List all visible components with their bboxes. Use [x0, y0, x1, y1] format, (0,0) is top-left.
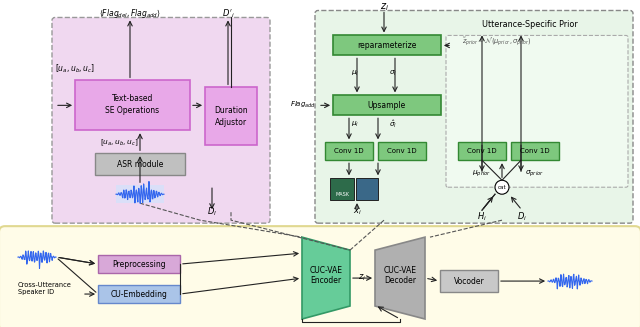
Text: $\sigma_i$: $\sigma_i$ — [389, 69, 397, 78]
Text: SE Operations: SE Operations — [106, 106, 159, 115]
Text: Preprocessing: Preprocessing — [112, 260, 166, 268]
Text: Adjustor: Adjustor — [215, 118, 247, 127]
Text: $z_i$: $z_i$ — [358, 273, 366, 283]
Text: $\mu_i$: $\mu_i$ — [351, 69, 359, 78]
Text: $\sigma_{prior}$: $\sigma_{prior}$ — [525, 169, 545, 180]
Text: CUC-VAE: CUC-VAE — [310, 266, 342, 275]
Text: CU-Embedding: CU-Embedding — [111, 289, 168, 299]
Polygon shape — [302, 237, 350, 319]
Bar — [458, 142, 506, 160]
Bar — [330, 178, 354, 200]
Text: $\mu_{prior}$: $\mu_{prior}$ — [472, 169, 492, 180]
Bar — [75, 80, 190, 130]
Text: $[u_a, u_b, u_c]$: $[u_a, u_b, u_c]$ — [100, 137, 139, 147]
Text: reparameterize: reparameterize — [357, 41, 417, 50]
Bar — [205, 87, 257, 145]
Text: $D_l$: $D_l$ — [207, 206, 217, 218]
Text: cat: cat — [498, 185, 506, 190]
Text: $[u_a, u_b, u_c]$: $[u_a, u_b, u_c]$ — [55, 62, 95, 75]
Text: Conv 1D: Conv 1D — [467, 148, 497, 154]
Text: Upsample: Upsample — [368, 101, 406, 110]
Bar — [378, 142, 426, 160]
Text: $\mu_i$: $\mu_i$ — [351, 120, 359, 129]
Text: Cross-Utterance
Speaker ID: Cross-Utterance Speaker ID — [18, 282, 72, 295]
FancyBboxPatch shape — [0, 226, 640, 327]
Circle shape — [495, 180, 509, 194]
Bar — [95, 153, 185, 175]
Text: MASK: MASK — [335, 192, 349, 197]
Text: $H_i$: $H_i$ — [477, 211, 487, 223]
Bar — [98, 255, 180, 273]
Text: Conv 1D: Conv 1D — [387, 148, 417, 154]
FancyBboxPatch shape — [52, 17, 270, 223]
Text: Duration: Duration — [214, 106, 248, 115]
Text: Text-based: Text-based — [112, 94, 153, 103]
Text: Conv 1D: Conv 1D — [334, 148, 364, 154]
Text: $\langle Flag_{del}, Flag_{add}\rangle$: $\langle Flag_{del}, Flag_{add}\rangle$ — [99, 7, 161, 20]
Bar — [333, 35, 441, 55]
Text: $Flag_{add}$: $Flag_{add}$ — [290, 100, 316, 111]
Bar — [325, 142, 373, 160]
Text: ASR module: ASR module — [117, 160, 163, 169]
Text: $\hat{\sigma}_i$: $\hat{\sigma}_i$ — [389, 118, 397, 130]
Text: $x_i$: $x_i$ — [353, 207, 362, 217]
Text: $\tilde{z}_{prior}\sim\mathcal{N}(\mu_{prior},\sigma_{prior})$: $\tilde{z}_{prior}\sim\mathcal{N}(\mu_{p… — [462, 35, 532, 48]
Bar — [356, 178, 378, 200]
Text: Encoder: Encoder — [310, 276, 342, 284]
Text: $z_i$: $z_i$ — [380, 2, 388, 13]
Text: $D_i$: $D_i$ — [517, 211, 527, 223]
Bar — [511, 142, 559, 160]
Text: Vocoder: Vocoder — [454, 277, 484, 285]
Bar — [440, 270, 498, 292]
Text: Conv 1D: Conv 1D — [520, 148, 550, 154]
Bar — [333, 95, 441, 115]
Bar — [98, 285, 180, 303]
FancyBboxPatch shape — [315, 10, 633, 223]
Text: CUC-VAE: CUC-VAE — [383, 266, 417, 275]
Polygon shape — [375, 237, 425, 319]
Text: Utterance-Specific Prior: Utterance-Specific Prior — [482, 20, 578, 29]
Text: $D'_i$: $D'_i$ — [221, 7, 234, 20]
FancyBboxPatch shape — [446, 35, 628, 187]
Bar — [116, 185, 164, 203]
Text: Decoder: Decoder — [384, 276, 416, 284]
